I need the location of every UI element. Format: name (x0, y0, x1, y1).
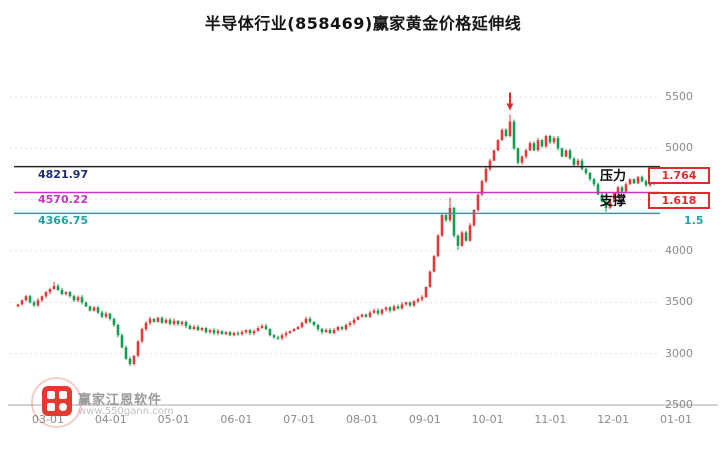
winner-logo-icon (42, 386, 72, 416)
watermark-name: 赢家江恩软件 (78, 393, 163, 408)
watermark-ring (31, 377, 82, 428)
watermark-url: www.550gann.com (78, 406, 174, 417)
chart-title: 半导体行业(858469)赢家黄金价格延伸线 (204, 14, 522, 33)
